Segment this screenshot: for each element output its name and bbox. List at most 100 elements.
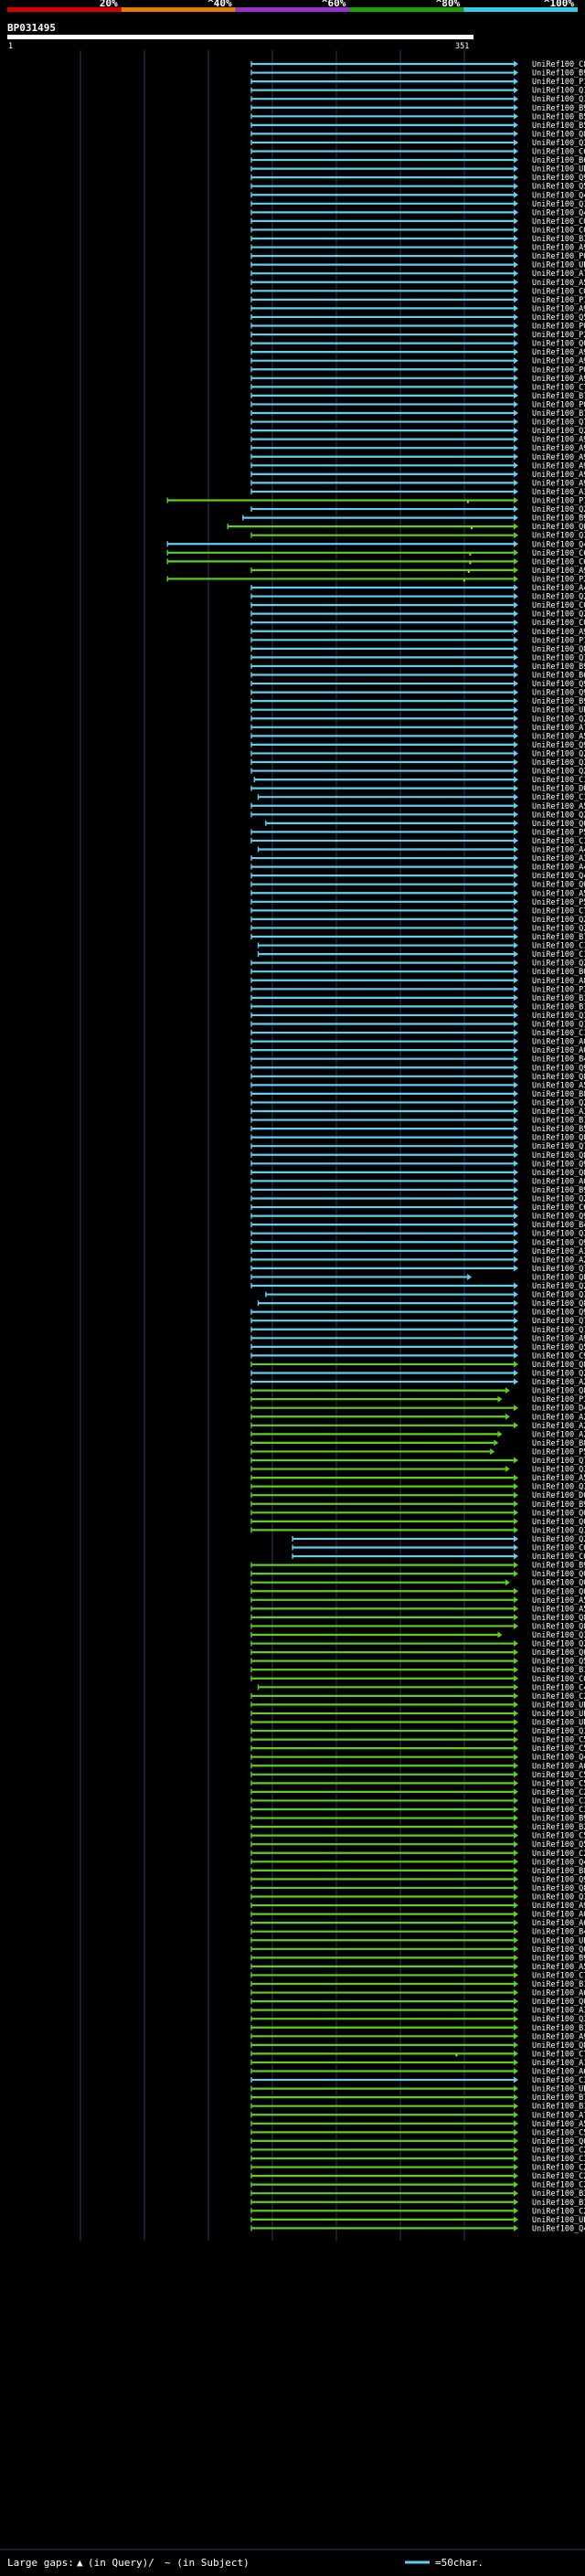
hit-arrowhead <box>514 261 518 269</box>
hit-arrowhead <box>514 968 518 975</box>
hit-label: UniRef100_B8GA17 <box>532 1867 585 1876</box>
hit-arrowhead <box>514 549 518 557</box>
hit-label: UniRef100_Q37Q22 <box>532 1526 585 1535</box>
hit-arrowhead <box>514 1832 518 1839</box>
hit-arrowhead <box>514 1518 518 1525</box>
hit-arrowhead <box>514 575 518 582</box>
hit-arrowhead <box>514 1169 518 1176</box>
hit-label: UniRef100_C0ZZY9 <box>532 287 585 296</box>
hit-label: UniRef100_D0EG73 <box>532 785 585 794</box>
hit-label: UniRef100_A2C5M4 <box>532 1378 585 1387</box>
hit-label: UniRef100_A9SX06 <box>532 567 585 576</box>
hit-label: UniRef100_A2BNE9 <box>532 1256 585 1265</box>
hit-label: UniRef100_P58554 <box>532 1447 585 1457</box>
hit-arrowhead <box>514 2041 518 2049</box>
hit-arrowhead <box>514 461 518 469</box>
hit-label: UniRef100_A7PA72 <box>532 270 585 279</box>
hit-label: UniRef100_C5QZ73 <box>532 1832 585 1841</box>
hit-arrowhead <box>514 1954 518 1961</box>
hit-label: UniRef100_A9TMC9 <box>532 444 585 453</box>
hit-arrowhead <box>514 2189 518 2197</box>
hit-label: UniRef100_C0PQB0 <box>532 217 585 227</box>
hit-arrowhead <box>514 252 518 260</box>
hit-label: UniRef100_Q8VZ77 <box>532 130 585 139</box>
hit-arrowhead <box>514 1710 518 1717</box>
hit-label: UniRef100_B8HQ29 <box>532 1439 585 1448</box>
hit-arrowhead <box>514 1186 518 1193</box>
hit-label: UniRef100_A5H105 <box>532 802 585 811</box>
hit-arrowhead <box>514 837 518 844</box>
hit-arrowhead <box>514 1980 518 1988</box>
hit-label: UniRef100_A9RIU5 <box>532 471 585 480</box>
hit-label: UniRef100_C0PGB1 <box>532 226 585 235</box>
hit-arrowhead <box>514 1596 518 1604</box>
hit-label: UniRef100_A7QPE5 <box>532 724 585 733</box>
hit-label: UniRef100_C5QR38 <box>532 1779 585 1788</box>
hit-label: UniRef100_C2MRN3 <box>532 2181 585 2190</box>
hit-label: UniRef100_C2U616 <box>532 1788 585 1797</box>
hit-label: UniRef100_A2CA39 <box>532 1430 585 1439</box>
hit-arrowhead <box>514 820 518 827</box>
hit-label: UniRef100_Q2VFB3 <box>532 1282 585 1291</box>
hit-label: UniRef100_A5GHP0 <box>532 1474 585 1483</box>
hit-arrowhead <box>514 1867 518 1874</box>
hit-label: UniRef100_A5GPX2 <box>532 1596 585 1606</box>
hit-label: UniRef100_C2AWF2 <box>532 1850 585 1859</box>
hit-label: UniRef100_Q2VFC4 <box>532 768 585 777</box>
hit-label: UniRef100_Q0I9H5 <box>532 1648 585 1658</box>
hit-arrowhead <box>514 1291 518 1299</box>
hit-arrowhead <box>514 2094 518 2101</box>
hit-arrowhead <box>514 1098 518 1106</box>
hit-arrowhead <box>514 1256 518 1263</box>
hit-label: UniRef100_Q2OFB9 <box>532 1535 585 1544</box>
hit-arrowhead <box>514 610 518 618</box>
hit-label: UniRef100_Q5DIW5 <box>532 1658 585 1667</box>
hit-arrowhead <box>514 78 518 85</box>
hit-label: UniRef100_A9PF03 <box>532 357 585 366</box>
hit-label: UniRef100_B1KYV2 <box>532 2103 585 2112</box>
hit-arrowhead <box>514 1361 518 1368</box>
hit-label: UniRef100_UPI000... <box>532 261 585 270</box>
hit-label: UniRef100_A9SQQ9 <box>532 461 585 471</box>
hit-label: UniRef100_C2XF43 <box>532 2207 585 2216</box>
hit-arrowhead <box>514 2224 518 2231</box>
hit-arrowhead <box>514 793 518 800</box>
hit-label: UniRef100_Q2VFE3 <box>532 715 585 724</box>
hit-arrowhead <box>514 1422 518 1429</box>
hit-label: UniRef100_B6L628 <box>532 156 585 165</box>
hit-label: UniRef100_Q15031 <box>532 87 585 96</box>
hit-label: UniRef100_Q9FV16 <box>532 1213 585 1222</box>
hit-label: UniRef100_B1I1B4 <box>532 2199 585 2208</box>
hit-label: UniRef100_A4RQR7 <box>532 846 585 855</box>
hit-arrowhead <box>514 471 518 478</box>
hit-label: UniRef100_Q1HYA0 <box>532 1021 585 1030</box>
hit-arrowhead <box>514 217 518 225</box>
hit-label: UniRef100_Q56Z86 <box>532 183 585 192</box>
hit-arrowhead <box>514 557 518 565</box>
hit-label: UniRef100_Q4KI11 <box>532 2224 585 2233</box>
hit-label: UniRef100_A9B1E4 <box>532 2032 585 2041</box>
hit-arrowhead <box>514 619 518 626</box>
hit-labels: UniRef100_C8CGU0UniRef100_B9RS71UniRef10… <box>532 60 585 2233</box>
hit-arrowhead <box>514 453 518 461</box>
hit-arrowhead <box>514 444 518 451</box>
hit-arrowhead <box>505 1579 510 1586</box>
hit-arrowhead <box>514 741 518 748</box>
hit-label: UniRef100_A2BTQ9 <box>532 1422 585 1431</box>
hit-arrowhead <box>514 270 518 277</box>
hit-arrowhead <box>514 104 518 111</box>
hit-arrowhead <box>514 156 518 164</box>
hit-arrowhead <box>514 2059 518 2066</box>
hit-label: UniRef100_Q4I019 <box>532 191 585 200</box>
hit-arrowhead <box>514 1823 518 1830</box>
hit-label: UniRef100_UPI000... <box>532 1719 585 1728</box>
hit-arrowhead <box>497 1631 503 1638</box>
scale-segment <box>235 7 350 12</box>
hit-arrowhead <box>514 1483 518 1490</box>
hit-arrowhead <box>514 1648 518 1656</box>
hit-arrowhead <box>514 1640 518 1648</box>
hit-label: UniRef100_C6FY66 <box>532 1203 585 1213</box>
hit-label: UniRef100_A3I962 <box>532 2007 585 2016</box>
hit-arrowhead <box>514 1875 518 1882</box>
hit-arrowhead <box>514 1117 518 1124</box>
